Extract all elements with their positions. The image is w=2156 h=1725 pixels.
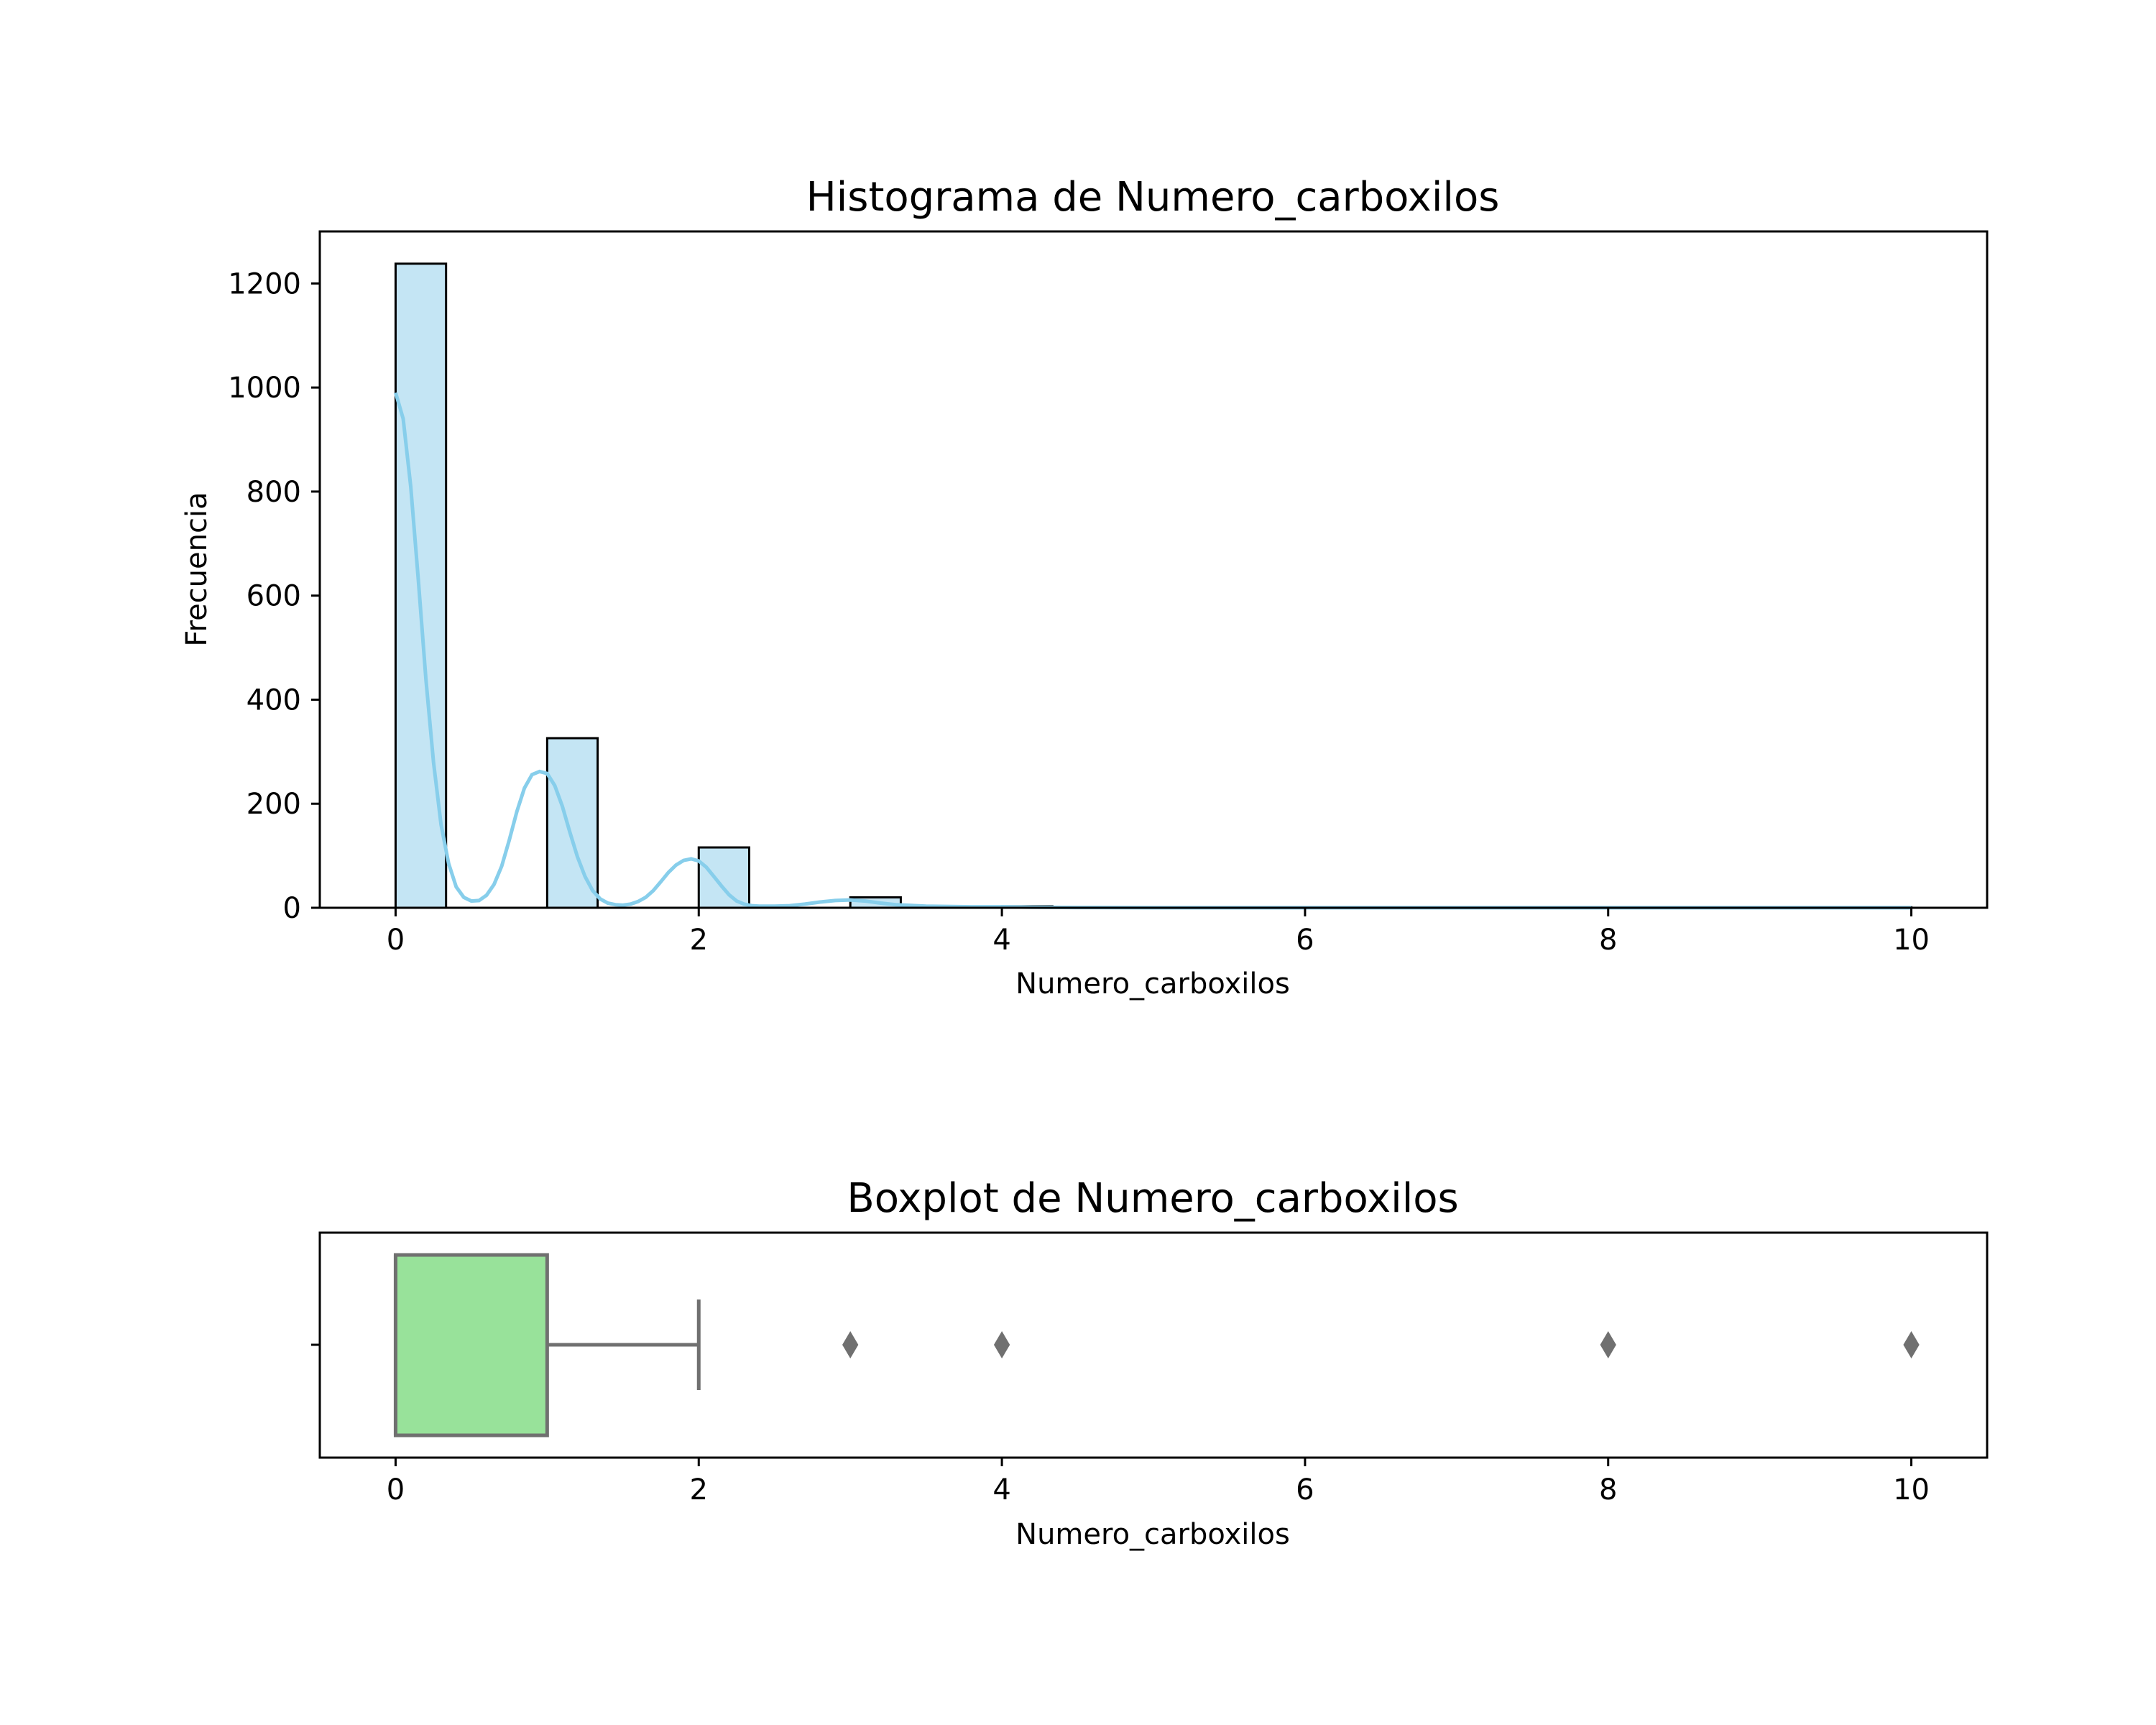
histogram-plot-frame: [318, 230, 1989, 909]
histogram-bar: [545, 737, 599, 909]
histogram-y-tick-label: 200: [247, 788, 301, 821]
histogram-x-tick-label: 0: [387, 924, 405, 957]
histogram-y-tick-label: 400: [247, 684, 301, 717]
boxplot-x-tick-label: 8: [1599, 1473, 1617, 1506]
histogram-x-tick-label: 8: [1599, 924, 1617, 957]
boxplot-title: Boxplot de Numero_carboxilos: [847, 1175, 1458, 1222]
boxplot-x-tick-label: 10: [1893, 1473, 1930, 1506]
histogram-x-ticks: 0 2 4 6 8 10: [387, 908, 1930, 957]
histogram-x-tick-label: 2: [690, 924, 708, 957]
histogram-y-tick-label: 600: [247, 580, 301, 613]
histogram-bars: [394, 262, 1913, 909]
boxplot-outlier: [993, 1331, 1010, 1358]
boxplot-box: [393, 1253, 549, 1438]
histogram-x-tick-label: 6: [1296, 924, 1314, 957]
boxplot-outlier: [1903, 1331, 1920, 1358]
histogram-y-ticks: 0 200 400 600 800 1000 1200: [228, 267, 320, 925]
boxplot-x-tick-label: 4: [992, 1473, 1010, 1506]
boxplot-x-tick-label: 0: [387, 1473, 405, 1506]
histogram-y-tick-label: 1000: [228, 372, 301, 405]
histogram-bar: [697, 846, 751, 909]
histogram-title: Histograma de Numero_carboxilos: [806, 174, 1500, 221]
histogram-y-axis-label: Frecuencia: [180, 492, 213, 646]
boxplot-outlier: [1600, 1331, 1616, 1358]
boxplot-x-tick-label: 2: [690, 1473, 708, 1506]
histogram-x-tick-label: 10: [1893, 924, 1930, 957]
boxplot-x-tick-label: 6: [1296, 1473, 1314, 1506]
boxplot-marks: [393, 1253, 1920, 1438]
kde-line: [394, 392, 1912, 910]
histogram-y-tick-label: 1200: [228, 267, 301, 300]
histogram-x-tick-label: 4: [992, 924, 1010, 957]
histogram-y-tick-label: 0: [283, 892, 301, 925]
boxplot-x-axis-label: Numero_carboxilos: [1015, 1518, 1290, 1551]
boxplot-x-ticks: 0 2 4 6 8 10: [387, 1458, 1930, 1506]
histogram-y-tick-label: 800: [247, 476, 301, 509]
boxplot-outlier: [842, 1331, 859, 1358]
histogram-panel: Histograma de Numero_carboxilos 0 2 4 6 8 10 …: [180, 174, 1989, 1000]
boxplot-panel: Boxplot de Numero_carboxilos 0 2 4 6 8 10 Num…: [311, 1175, 1989, 1551]
histogram-x-axis-label: Numero_carboxilos: [1015, 967, 1290, 1000]
